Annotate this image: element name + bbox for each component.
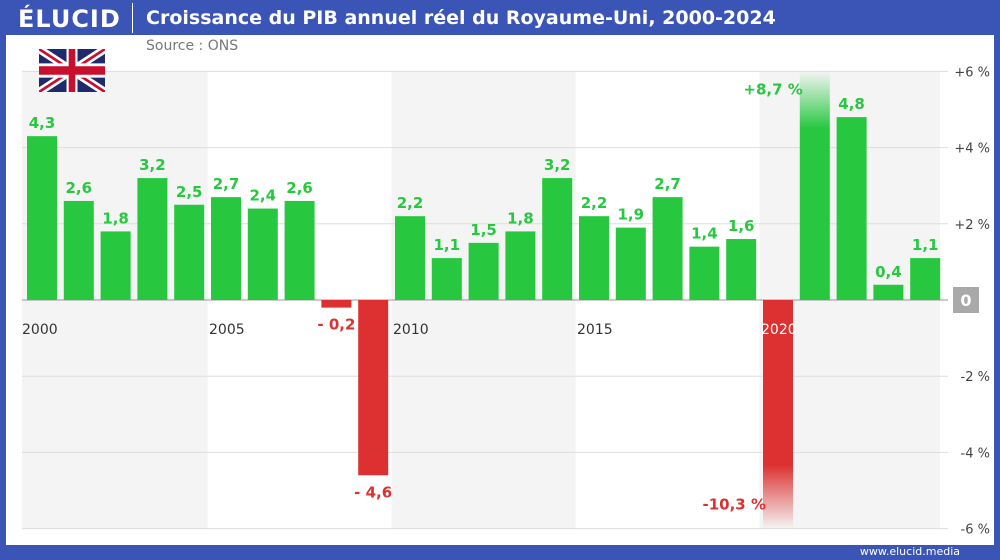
chart-title: Croissance du PIB annuel réel du Royaume… xyxy=(146,7,776,29)
bar-2001 xyxy=(63,200,94,300)
x-tick-label: 2005 xyxy=(209,322,245,338)
bar-2012 xyxy=(468,242,499,300)
bar-2013 xyxy=(505,231,536,300)
x-tick-label: 2020 xyxy=(761,322,797,338)
data-label: 1,6 xyxy=(728,217,755,235)
x-tick-label: 2015 xyxy=(577,322,613,338)
data-label: 1,1 xyxy=(434,236,461,254)
source-note: Source : ONS xyxy=(146,38,239,54)
bar-2020 xyxy=(763,300,793,529)
footer-url: www.elucid.media xyxy=(859,545,960,558)
x-tick-label: 2000 xyxy=(22,322,58,338)
data-label: 4,8 xyxy=(838,95,865,113)
data-label: 3,2 xyxy=(139,156,166,174)
data-label: 1,8 xyxy=(102,209,129,227)
data-label: - 0,2 xyxy=(317,316,355,334)
bar-2007 xyxy=(284,200,315,300)
data-label: 2,5 xyxy=(176,183,203,201)
data-label: 2,6 xyxy=(286,179,313,197)
data-label: 4,3 xyxy=(29,114,56,132)
bar-2009 xyxy=(358,300,389,476)
data-label: 0,4 xyxy=(875,263,902,281)
data-label: 2,2 xyxy=(397,194,424,212)
data-label: 1,9 xyxy=(618,206,645,224)
logo: ÉLUCID xyxy=(18,5,121,33)
y-tick-label: +2 % xyxy=(954,218,990,233)
data-label: 1,1 xyxy=(912,236,939,254)
united-kingdom-flag-icon xyxy=(39,49,105,92)
y-tick-label: -6 % xyxy=(961,523,990,538)
bar-2014 xyxy=(542,178,573,300)
data-label: 2,7 xyxy=(654,175,681,193)
zero-label-box xyxy=(953,287,979,313)
data-label: 2,4 xyxy=(250,187,277,205)
bar-2023 xyxy=(873,284,904,300)
data-label: +8,7 % xyxy=(743,80,802,98)
bar-2002 xyxy=(100,231,131,300)
bar-2021 xyxy=(799,71,830,301)
bar-2004 xyxy=(174,204,205,300)
bar-2015 xyxy=(579,216,609,300)
data-label: 2,6 xyxy=(66,179,93,197)
bar-2006 xyxy=(247,208,278,300)
data-label: -10,3 % xyxy=(703,496,767,514)
data-label: 1,8 xyxy=(507,209,534,227)
data-label: 2,7 xyxy=(213,175,240,193)
bar-2018 xyxy=(689,246,720,300)
bar-2011 xyxy=(431,258,462,300)
bar-2022 xyxy=(836,117,867,301)
bar-2024 xyxy=(910,258,941,300)
data-label: 1,4 xyxy=(691,225,718,243)
divider xyxy=(132,3,133,33)
bar-2016 xyxy=(615,227,646,300)
y-tick-label: -2 % xyxy=(961,370,990,385)
bar-2000 xyxy=(27,136,57,300)
data-label: - 4,6 xyxy=(354,483,392,501)
data-label: 2,2 xyxy=(581,194,608,212)
x-tick-label: 2010 xyxy=(393,322,429,338)
bar-2005 xyxy=(211,197,241,300)
bar-2017 xyxy=(652,197,683,300)
bar-2008 xyxy=(321,300,352,308)
bar-2003 xyxy=(137,178,168,300)
y-tick-label: +6 % xyxy=(954,65,990,80)
y-tick-label: +4 % xyxy=(954,142,990,157)
data-label: 1,5 xyxy=(470,221,497,239)
y-tick-label: 0 xyxy=(960,291,971,310)
data-label: 3,2 xyxy=(544,156,571,174)
y-tick-label: -4 % xyxy=(961,446,990,461)
bar-2010 xyxy=(395,216,425,300)
bar-2019 xyxy=(726,239,757,300)
